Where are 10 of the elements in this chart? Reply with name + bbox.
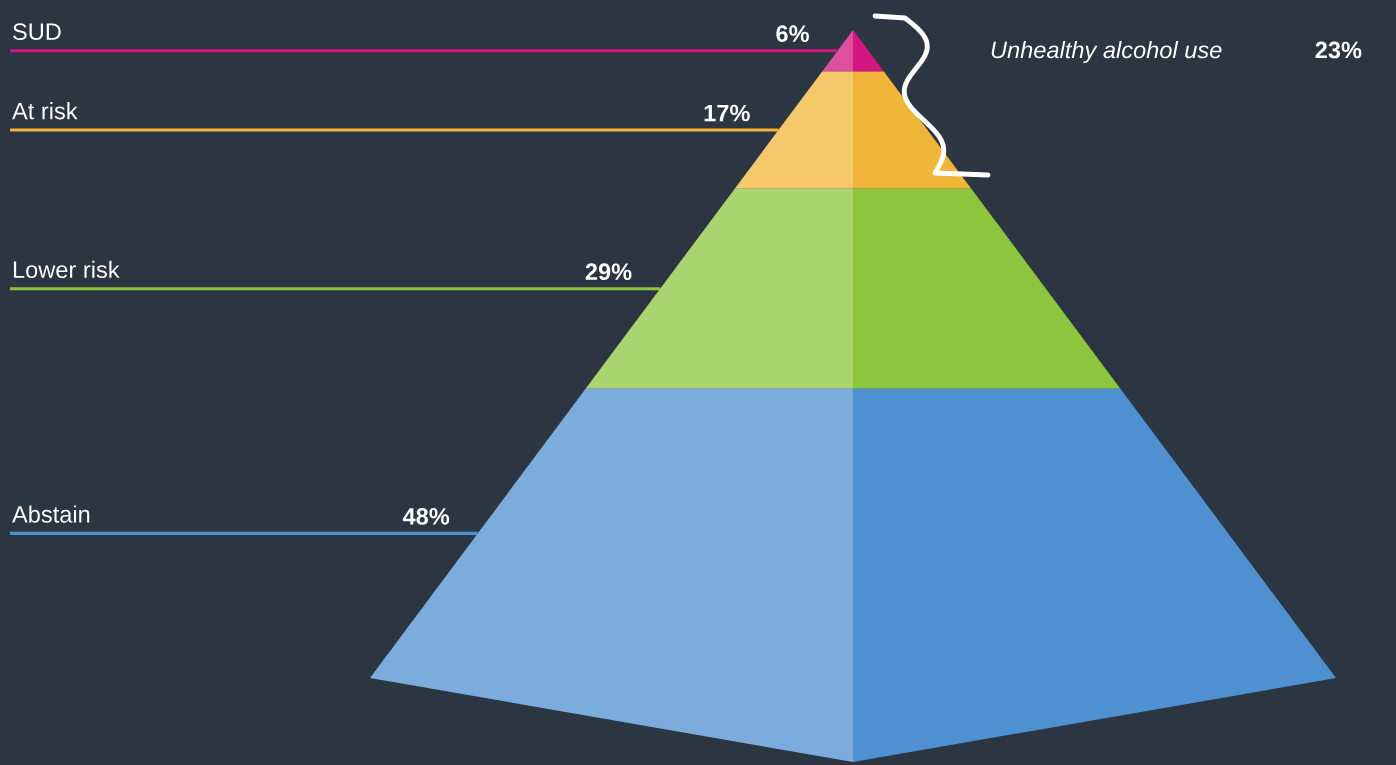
category-label: At risk xyxy=(12,102,78,120)
text: Unhealthy alcohol use xyxy=(991,41,1222,63)
category-label: Abstain xyxy=(12,505,90,523)
data-label: 17% xyxy=(704,104,750,122)
category-label: SUD xyxy=(13,23,61,41)
data-label: 29% xyxy=(585,263,632,281)
data-label: 48% xyxy=(402,508,450,525)
data-label: 6% xyxy=(776,25,809,43)
category-label: Lower risk xyxy=(13,260,120,279)
text: 23% xyxy=(1315,41,1362,59)
